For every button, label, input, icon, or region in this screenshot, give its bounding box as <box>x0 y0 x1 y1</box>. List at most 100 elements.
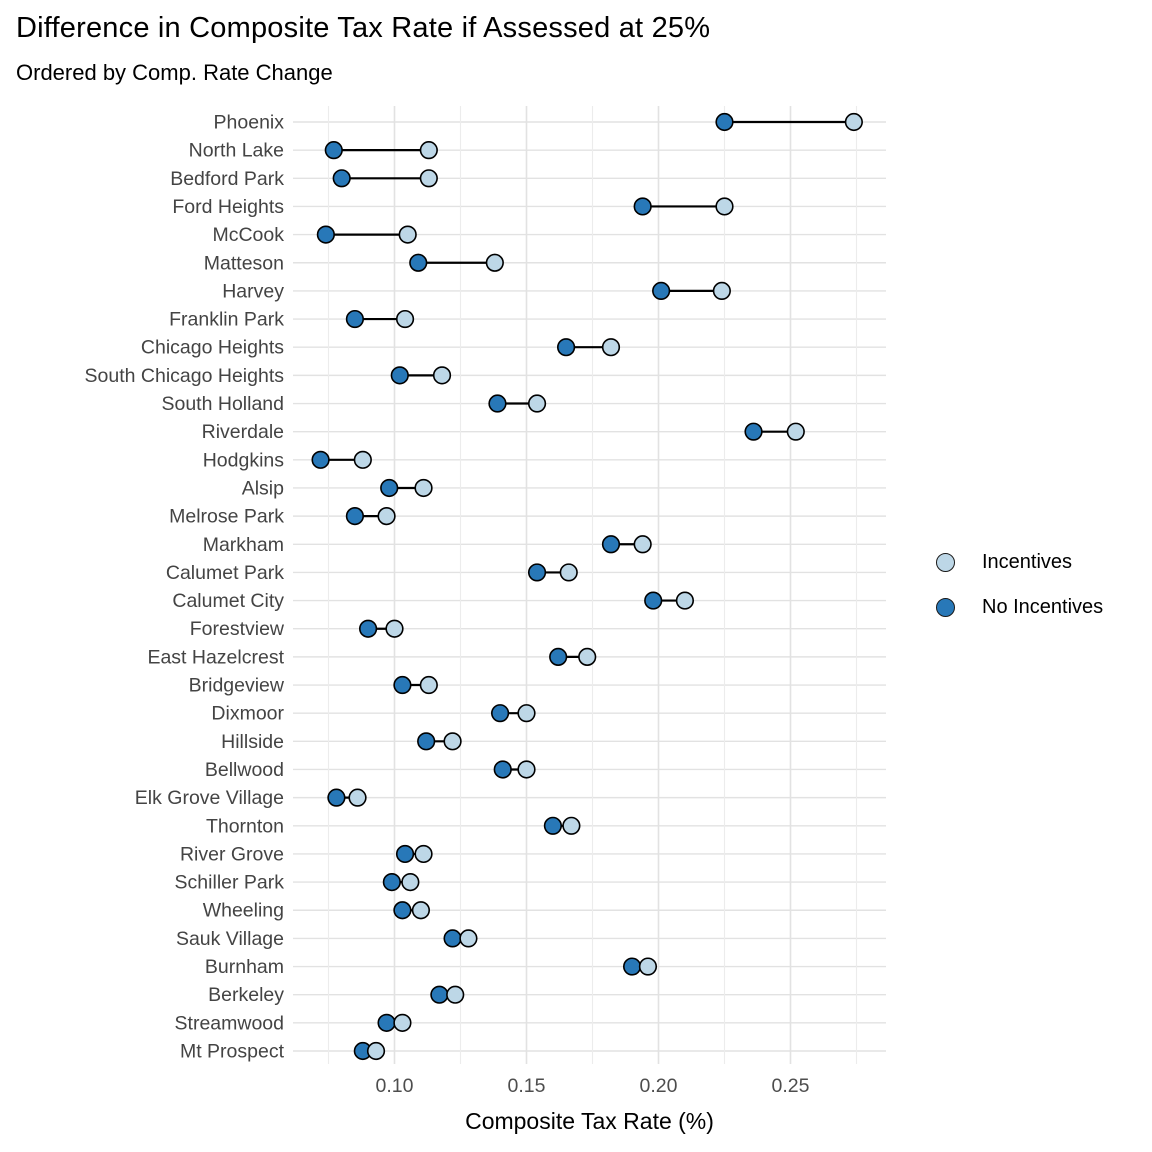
incentives-dot <box>419 141 438 160</box>
y-axis-label: Mt Prospect <box>180 1041 285 1063</box>
y-axis-label: Schiller Park <box>175 872 285 894</box>
legend-swatch-no-incentives <box>936 598 955 617</box>
no-incentives-dot <box>359 619 378 638</box>
incentives-dot <box>414 478 433 498</box>
legend: Incentives No Incentives <box>936 551 1104 618</box>
y-axis-label: Melrose Park <box>169 506 284 528</box>
incentives-dot <box>393 1013 412 1032</box>
y-axis-label: South Chicago Heights <box>85 365 285 387</box>
incentives-dot <box>562 816 581 835</box>
no-incentives-dot <box>527 563 547 582</box>
incentives-dot <box>366 1041 386 1061</box>
no-incentives-dot <box>393 675 412 695</box>
chart-subtitle: Ordered by Comp. Rate Change <box>16 60 333 85</box>
legend-label-no-incentives: No Incentives <box>982 596 1104 618</box>
x-axis-title: Composite Tax Rate (%) <box>465 1108 714 1134</box>
incentives-dot <box>578 647 597 666</box>
no-incentives-dot <box>601 535 621 554</box>
no-incentives-dot <box>491 704 510 723</box>
y-axis-label: Matteson <box>204 252 284 274</box>
y-axis-label: Berkeley <box>208 984 284 1006</box>
y-axis-label: Hodgkins <box>203 449 285 471</box>
incentives-dot <box>712 281 731 301</box>
no-incentives-dot <box>345 309 365 329</box>
y-axis-label: Bellwood <box>205 759 284 781</box>
y-axis-label: River Grove <box>180 843 284 865</box>
no-incentives-dot <box>644 591 663 610</box>
incentives-dot <box>385 619 404 638</box>
incentives-dot <box>527 394 547 413</box>
incentives-dot <box>443 732 462 751</box>
no-incentives-dot <box>715 112 734 132</box>
y-axis-label: Sauk Village <box>176 928 284 950</box>
no-incentives-dot <box>311 450 330 469</box>
y-axis-label: Chicago Heights <box>141 337 284 359</box>
no-incentives-dot <box>377 1013 396 1032</box>
no-incentives-dot <box>556 338 576 357</box>
incentives-dot <box>559 563 578 582</box>
legend-swatch-incentives <box>936 553 955 572</box>
y-axis-label: Calumet City <box>172 590 284 612</box>
y-axis-label: Burnham <box>205 956 284 978</box>
no-incentives-dot <box>744 422 763 441</box>
incentives-dot <box>401 872 420 892</box>
no-incentives-dot <box>345 507 365 526</box>
y-axis-label: Bedford Park <box>170 168 284 190</box>
incentives-dot <box>398 225 417 244</box>
no-incentives-dot <box>543 816 563 835</box>
incentives-dot <box>517 760 536 779</box>
incentives-dot <box>633 535 652 554</box>
incentives-dot <box>353 450 372 469</box>
no-incentives-dot <box>493 760 512 779</box>
no-incentives-dot <box>332 169 351 188</box>
x-tick-label: 0.20 <box>640 1075 678 1097</box>
y-axis-label: Riverdale <box>202 421 284 443</box>
y-axis-label: Bridgeview <box>189 675 285 697</box>
legend-item-incentives: Incentives <box>936 551 1103 573</box>
no-incentives-dot <box>382 872 401 892</box>
no-incentives-dot <box>324 141 343 160</box>
no-incentives-dot <box>633 197 652 216</box>
legend-item-no-incentives: No Incentives <box>936 596 1104 618</box>
incentives-dot <box>419 675 438 695</box>
no-incentives-dot <box>327 788 346 807</box>
x-tick-label: 0.15 <box>508 1075 546 1097</box>
x-tick-label: 0.25 <box>772 1075 810 1097</box>
no-incentives-dot <box>395 844 415 864</box>
y-axis-label: Calumet Park <box>166 562 284 584</box>
incentives-dot <box>446 985 465 1004</box>
incentives-dot <box>419 169 438 188</box>
y-axis-label: McCook <box>212 224 284 246</box>
no-incentives-dot <box>488 394 507 413</box>
legend-label-incentives: Incentives <box>982 551 1073 573</box>
y-axis-label: Ford Heights <box>172 196 284 218</box>
no-incentives-dot <box>316 225 335 244</box>
x-tick-label: 0.10 <box>376 1075 414 1097</box>
incentives-dot <box>348 788 367 807</box>
incentives-dot <box>414 844 433 864</box>
y-axis-label: Wheeling <box>203 900 284 922</box>
y-axis-label: Markham <box>203 534 284 556</box>
y-axis-label: Phoenix <box>214 112 285 134</box>
y-axis-label: Hillside <box>221 731 284 753</box>
incentives-dot <box>715 197 734 216</box>
no-incentives-dot <box>652 281 671 301</box>
no-incentives-dot <box>390 366 409 385</box>
incentives-dot <box>411 901 431 920</box>
no-incentives-dot <box>549 647 568 666</box>
y-axis-label: Thornton <box>206 815 284 837</box>
y-axis-label: East Hazelcrest <box>147 646 284 668</box>
incentives-dot <box>675 591 695 610</box>
no-incentives-dot <box>380 478 399 498</box>
incentives-dot <box>395 309 415 329</box>
incentives-dot <box>844 112 863 132</box>
y-axis-label: Forestview <box>190 618 285 640</box>
incentives-dot <box>638 957 658 976</box>
incentives-dot <box>432 366 452 385</box>
y-axis-label: Dixmoor <box>211 703 284 725</box>
y-axis-label: Streamwood <box>175 1012 284 1034</box>
incentives-dot <box>517 704 536 723</box>
y-axis-label: Elk Grove Village <box>135 787 284 809</box>
